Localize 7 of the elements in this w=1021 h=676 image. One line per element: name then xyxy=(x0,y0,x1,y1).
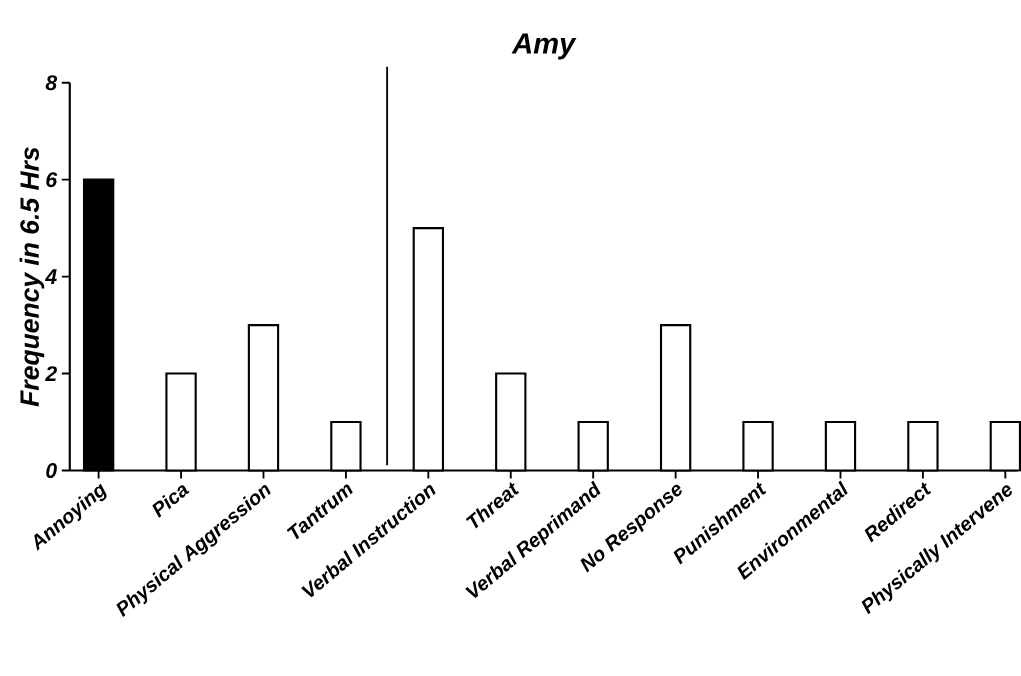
y-tick-label: 2 xyxy=(45,366,57,382)
y-axis-title: Frequency in 6.5 Hrs xyxy=(19,147,45,407)
y-tick-label: 0 xyxy=(46,463,57,479)
y-tick-label: 6 xyxy=(46,172,58,188)
chart-title: Amy xyxy=(511,33,577,60)
y-tick-label: 4 xyxy=(45,269,57,284)
y-tick-label: 8 xyxy=(45,75,58,91)
